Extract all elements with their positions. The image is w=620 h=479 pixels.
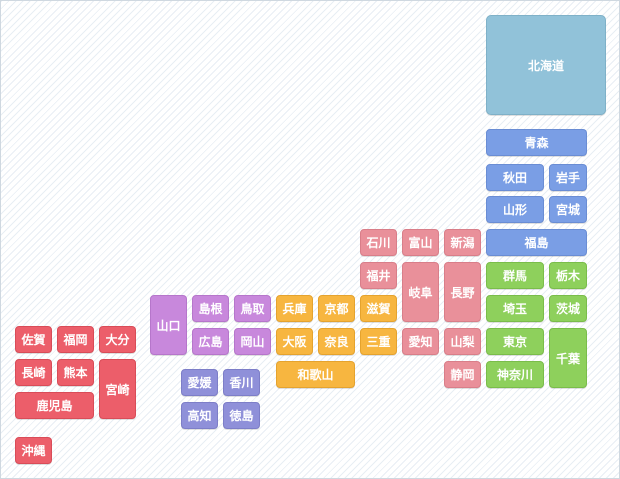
pref-tokushima[interactable]: 徳島: [223, 402, 260, 429]
pref-yamagata[interactable]: 山形: [486, 196, 544, 223]
pref-mie[interactable]: 三重: [360, 328, 397, 355]
pref-kyoto[interactable]: 京都: [318, 295, 355, 322]
pref-saga[interactable]: 佐賀: [15, 326, 52, 353]
pref-tokyo[interactable]: 東京: [486, 328, 544, 355]
pref-fukuoka[interactable]: 福岡: [57, 326, 94, 353]
pref-oita[interactable]: 大分: [99, 326, 136, 353]
pref-miyazaki[interactable]: 宮崎: [99, 359, 136, 419]
pref-hyogo[interactable]: 兵庫: [276, 295, 313, 322]
pref-akita[interactable]: 秋田: [486, 164, 544, 191]
pref-kagoshima[interactable]: 鹿児島: [15, 392, 94, 419]
pref-wakayama[interactable]: 和歌山: [276, 361, 355, 388]
pref-hiroshima[interactable]: 広島: [192, 328, 229, 355]
pref-shiga[interactable]: 滋賀: [360, 295, 397, 322]
pref-okinawa[interactable]: 沖縄: [15, 437, 52, 464]
pref-tochigi[interactable]: 栃木: [549, 262, 587, 289]
pref-yamaguchi[interactable]: 山口: [150, 295, 187, 355]
pref-iwate[interactable]: 岩手: [549, 164, 587, 191]
pref-osaka[interactable]: 大阪: [276, 328, 313, 355]
pref-fukui[interactable]: 福井: [360, 262, 397, 289]
pref-hokkaido[interactable]: 北海道: [486, 15, 606, 115]
pref-toyama[interactable]: 富山: [402, 229, 439, 256]
pref-aichi[interactable]: 愛知: [402, 328, 439, 355]
pref-nara[interactable]: 奈良: [318, 328, 355, 355]
pref-kumamoto[interactable]: 熊本: [57, 359, 94, 386]
pref-ishikawa[interactable]: 石川: [360, 229, 397, 256]
pref-kochi[interactable]: 高知: [181, 402, 218, 429]
pref-miyagi[interactable]: 宮城: [549, 196, 587, 223]
pref-nagasaki[interactable]: 長崎: [15, 359, 52, 386]
pref-gunma[interactable]: 群馬: [486, 262, 544, 289]
pref-niigata[interactable]: 新潟: [444, 229, 481, 256]
pref-gifu[interactable]: 岐阜: [402, 262, 439, 322]
pref-shizuoka[interactable]: 静岡: [444, 361, 481, 388]
pref-chiba[interactable]: 千葉: [549, 328, 587, 388]
pref-aomori[interactable]: 青森: [486, 129, 587, 156]
pref-shimane[interactable]: 島根: [192, 295, 229, 322]
pref-tottori[interactable]: 鳥取: [234, 295, 271, 322]
pref-ehime[interactable]: 愛媛: [181, 369, 218, 396]
pref-kanagawa[interactable]: 神奈川: [486, 361, 544, 388]
pref-yamanashi[interactable]: 山梨: [444, 328, 481, 355]
pref-ibaraki[interactable]: 茨城: [549, 295, 587, 322]
pref-fukushima[interactable]: 福島: [486, 229, 587, 256]
pref-okayama[interactable]: 岡山: [234, 328, 271, 355]
pref-kagawa[interactable]: 香川: [223, 369, 260, 396]
pref-saitama[interactable]: 埼玉: [486, 295, 544, 322]
pref-nagano[interactable]: 長野: [444, 262, 481, 322]
